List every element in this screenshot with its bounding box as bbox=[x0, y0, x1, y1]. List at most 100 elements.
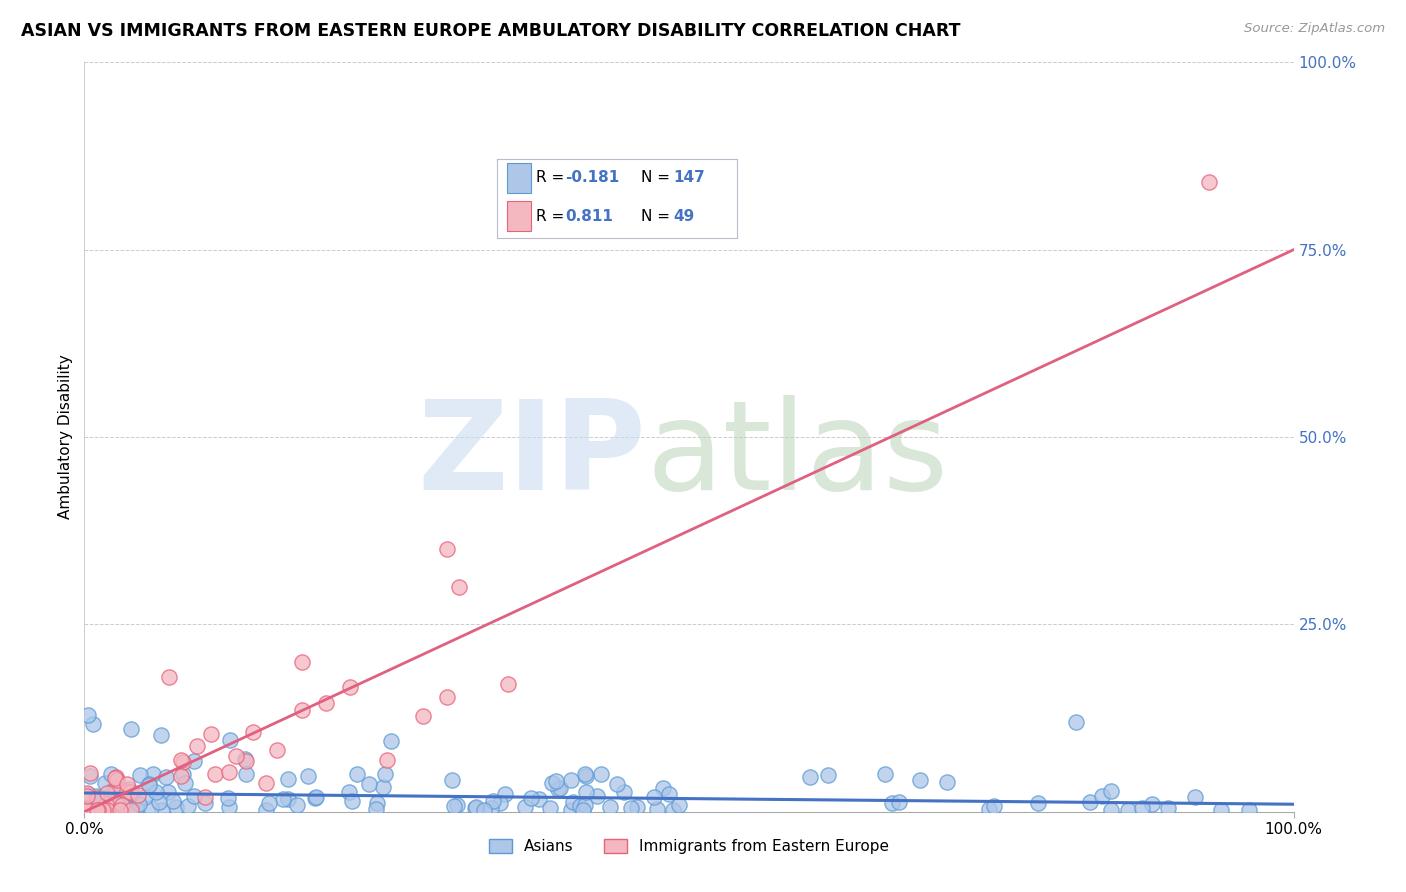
Point bbox=[142, 767, 165, 781]
Point bbox=[626, 799, 648, 814]
Point bbox=[134, 789, 156, 804]
Point bbox=[77, 787, 100, 801]
Point bbox=[1099, 803, 1122, 817]
Point bbox=[589, 767, 612, 781]
Point bbox=[110, 796, 132, 810]
Point bbox=[1140, 797, 1163, 812]
Point bbox=[108, 796, 131, 810]
Point bbox=[87, 792, 110, 806]
Point bbox=[887, 795, 910, 809]
Point bbox=[668, 798, 690, 813]
Y-axis label: Ambulatory Disability: Ambulatory Disability bbox=[58, 355, 73, 519]
Point bbox=[105, 770, 128, 784]
Point bbox=[574, 767, 596, 781]
Text: -0.181: -0.181 bbox=[565, 170, 620, 185]
Point bbox=[661, 803, 683, 817]
Point bbox=[96, 803, 118, 817]
Point bbox=[1078, 795, 1101, 809]
Point bbox=[76, 803, 98, 817]
Point bbox=[357, 777, 380, 791]
Point bbox=[77, 801, 100, 815]
Point bbox=[118, 781, 141, 796]
Point bbox=[127, 789, 149, 803]
Point bbox=[87, 792, 110, 806]
Point bbox=[315, 696, 337, 710]
Point bbox=[233, 752, 256, 766]
Point bbox=[157, 785, 180, 799]
Text: ASIAN VS IMMIGRANTS FROM EASTERN EUROPE AMBULATORY DISABILITY CORRELATION CHART: ASIAN VS IMMIGRANTS FROM EASTERN EUROPE … bbox=[21, 22, 960, 40]
Point bbox=[496, 677, 519, 691]
Point bbox=[1198, 175, 1220, 189]
Point bbox=[118, 801, 141, 815]
Point bbox=[177, 798, 200, 813]
Point bbox=[652, 781, 675, 796]
Text: N =: N = bbox=[641, 170, 675, 185]
Point bbox=[165, 800, 187, 814]
Point bbox=[93, 792, 115, 806]
Point bbox=[1064, 714, 1087, 729]
Point bbox=[291, 655, 314, 669]
Point bbox=[104, 771, 127, 785]
Text: R =: R = bbox=[536, 170, 568, 185]
Point bbox=[266, 742, 288, 756]
Point bbox=[443, 799, 465, 814]
Point bbox=[380, 733, 402, 747]
Point bbox=[513, 800, 536, 814]
Point bbox=[138, 778, 160, 792]
Point bbox=[305, 790, 328, 805]
Point bbox=[108, 803, 131, 817]
Point bbox=[110, 797, 132, 812]
Point bbox=[538, 801, 561, 815]
Point bbox=[643, 790, 665, 805]
Point bbox=[541, 776, 564, 790]
Point bbox=[1099, 783, 1122, 797]
Point bbox=[76, 803, 98, 817]
Point bbox=[101, 782, 124, 797]
Point bbox=[575, 769, 598, 783]
Point bbox=[465, 800, 488, 814]
Point bbox=[94, 776, 117, 790]
Point bbox=[110, 786, 132, 800]
Point bbox=[145, 785, 167, 799]
Point bbox=[94, 797, 117, 811]
Point bbox=[436, 542, 458, 557]
Point bbox=[472, 803, 495, 817]
Point bbox=[121, 798, 143, 813]
Point bbox=[569, 799, 592, 814]
Point bbox=[446, 798, 468, 813]
Point bbox=[77, 798, 100, 813]
Point bbox=[375, 753, 398, 767]
Point bbox=[612, 784, 634, 798]
Point bbox=[170, 768, 193, 782]
Point bbox=[157, 670, 180, 684]
Point bbox=[817, 768, 839, 782]
Point bbox=[1211, 803, 1233, 817]
Point bbox=[87, 803, 110, 817]
Point bbox=[115, 793, 138, 807]
Point bbox=[1130, 801, 1153, 815]
Point bbox=[599, 800, 621, 814]
Point bbox=[114, 794, 136, 808]
Point bbox=[105, 803, 128, 817]
Point bbox=[118, 803, 141, 817]
Point bbox=[194, 796, 217, 810]
Point bbox=[77, 802, 100, 816]
Point bbox=[337, 785, 360, 799]
Point bbox=[172, 756, 194, 770]
Point bbox=[586, 789, 609, 803]
Point bbox=[86, 791, 108, 805]
Point bbox=[977, 802, 1000, 816]
Point bbox=[105, 792, 128, 806]
Point bbox=[494, 787, 516, 801]
Point bbox=[285, 798, 308, 813]
Point bbox=[128, 797, 150, 811]
Point bbox=[304, 790, 326, 805]
Bar bbox=[506, 162, 530, 193]
Point bbox=[150, 803, 173, 817]
Point bbox=[89, 791, 111, 805]
Point bbox=[544, 773, 567, 788]
Point bbox=[204, 766, 226, 780]
Point bbox=[257, 796, 280, 810]
Point bbox=[235, 767, 257, 781]
Point bbox=[1184, 790, 1206, 805]
